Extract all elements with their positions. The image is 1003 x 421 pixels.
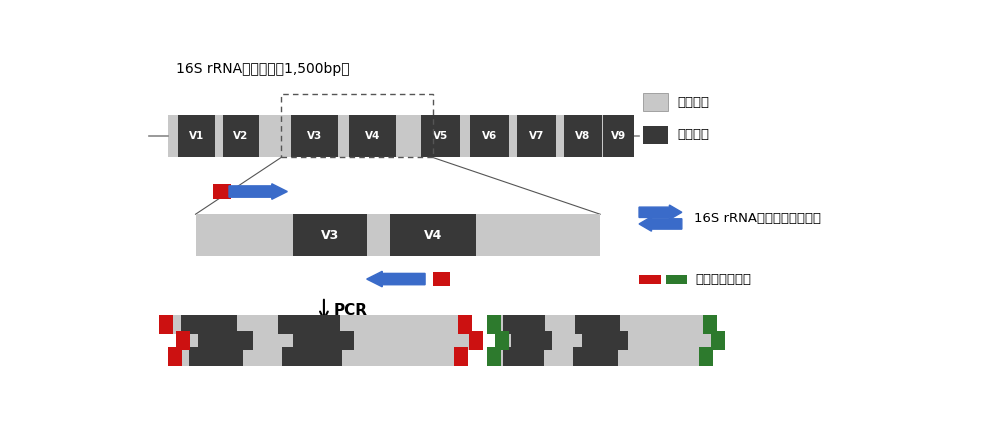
Bar	[469, 331, 483, 350]
Text: V2: V2	[233, 131, 249, 141]
Bar	[603, 115, 634, 157]
Bar	[486, 347, 500, 366]
Text: V4: V4	[364, 131, 379, 141]
Bar	[169, 347, 183, 366]
Text: V5: V5	[432, 131, 447, 141]
Text: V4: V4	[423, 229, 441, 242]
Bar	[503, 347, 544, 366]
Text: 16S rRNA特異的プライマー: 16S rRNA特異的プライマー	[693, 212, 819, 225]
Text: V1: V1	[189, 131, 205, 141]
FancyArrow shape	[229, 184, 287, 199]
Bar	[169, 115, 619, 157]
Bar	[278, 315, 340, 334]
Bar	[281, 94, 432, 157]
Bar	[176, 331, 483, 350]
Bar	[469, 115, 509, 157]
FancyArrow shape	[639, 217, 681, 231]
Bar	[486, 315, 716, 334]
Bar	[494, 331, 724, 350]
Text: V9: V9	[611, 131, 626, 141]
Bar	[293, 331, 354, 350]
Bar	[432, 272, 449, 286]
Text: 可変領域: 可変領域	[676, 128, 708, 141]
Bar	[563, 115, 602, 157]
Bar	[421, 115, 459, 157]
Bar	[223, 115, 259, 157]
Text: バーコード配列: バーコード配列	[694, 272, 750, 285]
Text: PCR: PCR	[333, 303, 367, 318]
Bar	[582, 331, 628, 350]
Bar	[282, 347, 342, 366]
Text: 16S rRNA遠伝子（約1,500bp）: 16S rRNA遠伝子（約1,500bp）	[176, 62, 349, 76]
Bar	[642, 93, 667, 111]
Bar	[198, 331, 253, 350]
Bar	[179, 115, 215, 157]
Bar	[517, 115, 556, 157]
Text: V3: V3	[307, 131, 322, 141]
Bar	[457, 315, 471, 334]
Bar	[702, 315, 716, 334]
Bar	[176, 331, 190, 350]
Bar	[181, 315, 237, 334]
Bar	[158, 315, 471, 334]
FancyArrow shape	[366, 271, 424, 287]
Text: 保存領域: 保存領域	[676, 96, 708, 109]
Bar	[214, 184, 231, 199]
Bar	[158, 315, 173, 334]
Text: V8: V8	[575, 131, 590, 141]
Bar	[390, 214, 475, 256]
Bar	[665, 274, 687, 284]
Bar	[574, 315, 620, 334]
Bar	[196, 214, 600, 256]
Bar	[494, 331, 509, 350]
Bar	[503, 315, 545, 334]
Bar	[639, 274, 660, 284]
Bar	[348, 115, 395, 157]
Bar	[190, 347, 243, 366]
Bar	[293, 214, 366, 256]
Bar	[710, 331, 724, 350]
Bar	[486, 315, 500, 334]
Bar	[698, 347, 712, 366]
Bar	[291, 115, 338, 157]
Text: V3: V3	[320, 229, 339, 242]
Bar	[573, 347, 618, 366]
Bar	[453, 347, 467, 366]
Bar	[642, 126, 667, 144]
Bar	[169, 347, 467, 366]
Text: V6: V6	[481, 131, 496, 141]
Bar	[511, 331, 552, 350]
Bar	[486, 347, 712, 366]
Text: V7: V7	[529, 131, 544, 141]
FancyArrow shape	[639, 205, 681, 219]
